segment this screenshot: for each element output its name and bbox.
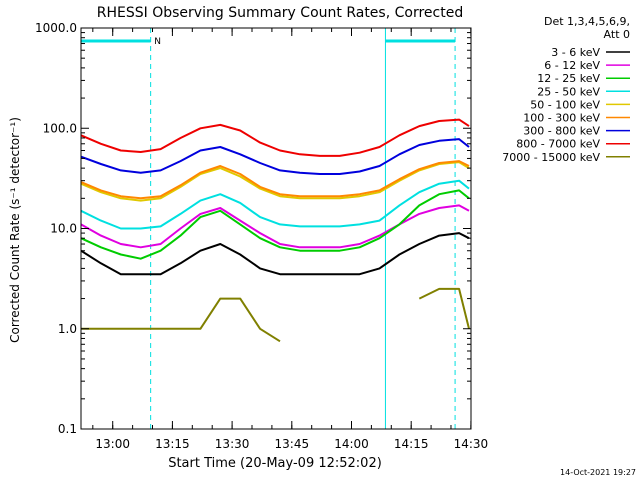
legend-label-0: 3 - 6 keV — [551, 46, 600, 59]
series-line-8-0 — [81, 297, 281, 343]
x-tick-label: 13:45 — [275, 437, 310, 451]
series-3 — [80, 179, 470, 230]
x-tick-label: 14:00 — [334, 437, 369, 451]
series-0 — [80, 232, 470, 276]
y-tick-label: 10.0 — [50, 222, 77, 236]
series-line-6-0 — [80, 138, 470, 175]
series-line-2-0 — [80, 189, 470, 260]
x-tick-label: 13:15 — [155, 437, 190, 451]
y-axis-label: Corrected Count Rate (s⁻¹ detector⁻¹) — [8, 117, 22, 343]
x-tick-label: 13:00 — [95, 437, 130, 451]
series-2 — [80, 189, 470, 260]
night-marker-label: N — [154, 37, 161, 47]
legend-label-7: 800 - 7000 keV — [516, 138, 600, 151]
y-axis-ticks: 0.1 1.0 10.0 100.0 1000.0 — [35, 21, 471, 436]
series-8 — [81, 287, 470, 343]
legend-label-4: 50 - 100 keV — [530, 98, 600, 111]
series-line-5-0 — [80, 160, 470, 200]
series-6 — [80, 138, 470, 175]
legend-label-2: 12 - 25 keV — [537, 72, 600, 85]
y-tick-label: 0.1 — [58, 422, 77, 436]
y-tick-label: 100.0 — [43, 121, 77, 135]
legend-label-1: 6 - 12 keV — [544, 59, 600, 72]
series-line-1-0 — [80, 204, 470, 249]
series-line-0-0 — [80, 232, 470, 276]
series-line-7-0 — [80, 118, 470, 157]
legend-label-6: 300 - 800 keV — [523, 125, 600, 138]
legend-label-3: 25 - 50 keV — [537, 85, 600, 98]
series-7 — [80, 118, 470, 157]
series-line-4-0 — [80, 161, 470, 202]
series-line-3-0 — [80, 179, 470, 230]
series-line-8-1 — [418, 287, 470, 330]
series-layer — [80, 118, 470, 343]
legend-label-8: 7000 - 15000 keV — [502, 151, 600, 164]
x-tick-label: 14:30 — [454, 437, 489, 451]
timestamp-label: 14-Oct-2021 19:27 — [560, 468, 636, 477]
x-axis-ticks: 13:00 13:15 13:30 13:45 14:00 14:15 14:30 — [92, 28, 489, 451]
series-5 — [80, 160, 470, 200]
y-tick-label: 1.0 — [58, 322, 77, 336]
legend-header-line-2: Att 0 — [604, 28, 630, 41]
x-tick-label: 14:15 — [394, 437, 429, 451]
series-1 — [80, 204, 470, 249]
y-tick-label: 1000.0 — [35, 21, 77, 35]
chart-title: RHESSI Observing Summary Count Rates, Co… — [97, 5, 463, 21]
legend-header-line-1: Det 1,3,4,5,6,9, — [544, 15, 630, 28]
x-axis-label: Start Time (20-May-09 12:52:02) — [168, 456, 382, 471]
legend-label-5: 100 - 300 keV — [523, 112, 600, 125]
x-tick-label: 13:30 — [215, 437, 250, 451]
series-4 — [80, 161, 470, 202]
